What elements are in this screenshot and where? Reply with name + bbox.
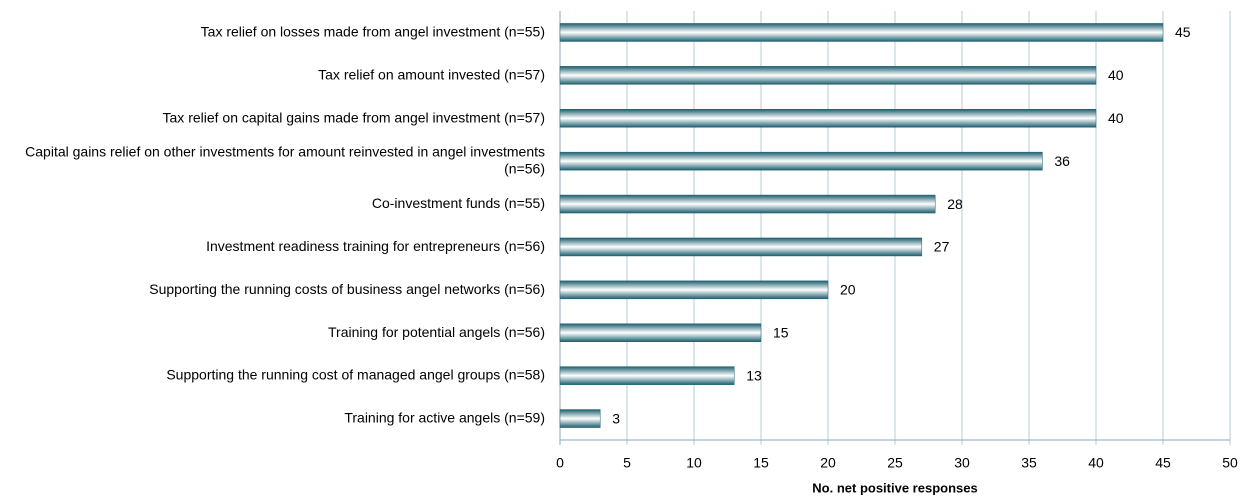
- bar: [559, 237, 923, 257]
- x-tick-label: 30: [954, 455, 970, 471]
- bar: [559, 23, 1164, 42]
- x-tick-label: 15: [753, 455, 769, 471]
- y-tick-label: Tax relief on capital gains made from an…: [163, 109, 545, 125]
- y-tick-label: Co-investment funds (n=55): [372, 195, 545, 211]
- data-label: 40: [1108, 110, 1124, 126]
- data-label: 27: [934, 239, 950, 255]
- x-tick-label: 0: [556, 455, 564, 471]
- bar: [559, 109, 1097, 128]
- bar: [559, 66, 1097, 85]
- y-tick-label: Capital gains relief on other investment…: [25, 143, 545, 176]
- bar: [559, 323, 762, 342]
- x-tick-label: 35: [1021, 455, 1037, 471]
- bar: [559, 366, 735, 385]
- bar: [559, 151, 1043, 171]
- data-label: 13: [746, 367, 762, 383]
- data-label: 3: [612, 410, 620, 426]
- y-tick-label: Tax relief on amount invested (n=57): [318, 66, 545, 82]
- x-axis-title: No. net positive responses: [812, 480, 977, 495]
- y-tick-label: Investment readiness training for entrep…: [206, 238, 545, 254]
- x-tick-label: 5: [623, 455, 631, 471]
- y-tick-label: Training for active angels (n=59): [344, 409, 545, 425]
- data-label: 36: [1054, 153, 1070, 169]
- bar: [559, 280, 829, 300]
- bar: [559, 409, 601, 428]
- x-tick-label: 50: [1222, 455, 1238, 471]
- data-label: 28: [947, 196, 963, 212]
- y-tick-label: Supporting the running cost of managed a…: [166, 366, 545, 382]
- y-tick-label: Tax relief on losses made from angel inv…: [201, 23, 545, 39]
- data-label: 20: [840, 282, 856, 298]
- x-tick-label: 10: [686, 455, 702, 471]
- data-label: 15: [773, 324, 789, 340]
- y-tick-label: Supporting the running costs of business…: [149, 281, 545, 297]
- y-tick-label: Training for potential angels (n=56): [328, 323, 545, 339]
- x-tick-label: 25: [887, 455, 903, 471]
- x-tick-label: 20: [820, 455, 836, 471]
- x-tick-label: 45: [1155, 455, 1171, 471]
- bar: [559, 194, 936, 214]
- x-tick-label: 40: [1088, 455, 1104, 471]
- data-label: 45: [1175, 24, 1191, 40]
- data-label: 40: [1108, 67, 1124, 83]
